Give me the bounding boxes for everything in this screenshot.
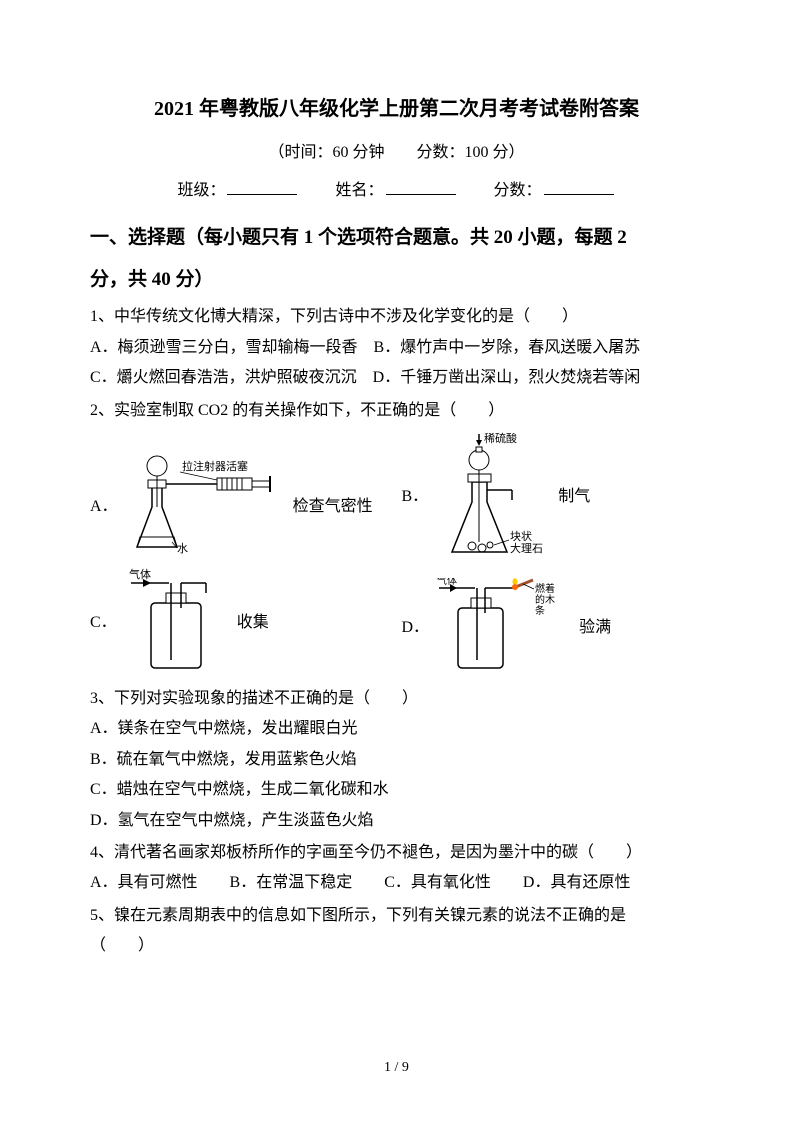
question-4: 4、清代著名画家郑板桥所作的字画至今仍不褪色，是因为墨汁中的碳（ ） A．具有可… [90,838,703,899]
q2-cell-a: A． [90,452,392,562]
q3-D: D．氢气在空气中燃烧，产生淡蓝色火焰 [90,806,703,836]
diagram-gas-bottle-test-icon: 气体 燃着 的木 条 [433,578,573,678]
label-syringe: 拉注射器活塞 [182,459,248,473]
q2-stem: 2、实验室制取 CO2 的有关操作如下，不正确的是（ ） [90,396,703,426]
q2-cell-c: C． 气体 收集 [90,568,392,678]
q1-stem: 1、中华传统文化博大精深，下列古诗中不涉及化学变化的是（ ） [90,302,703,332]
q3-B: B．硫在氧气中燃烧，发用蓝紫色火焰 [90,745,703,775]
q2-optD-text: 验满 [579,613,611,643]
page-title: 2021 年粤教版八年级化学上册第二次月考考试卷附答案 [90,90,703,128]
q2-cell-d: D． 气体 [402,578,704,678]
q2-optA-text: 检查气密性 [293,492,373,522]
field-name-blank[interactable] [386,178,456,195]
field-score-blank[interactable] [544,178,614,195]
label-stone2: 大理石 [510,541,543,555]
label-stick2: 的木 [535,593,555,606]
q3-stem: 3、下列对实验现象的描述不正确的是（ ） [90,684,703,714]
time-score: （时间：60 分钟 分数：100 分） [90,138,703,168]
exam-page: 2021 年粤教版八年级化学上册第二次月考考试卷附答案 （时间：60 分钟 分数… [0,0,793,1122]
field-class-blank[interactable] [227,178,297,195]
student-fields: 班级： 姓名： 分数： [90,176,703,206]
q2-optB-letter: B． [402,482,429,512]
field-class-label: 班级： [177,182,225,199]
q2-optC-text: 收集 [237,608,269,638]
q2-optC-letter: C． [90,608,117,638]
q2-row-ab: A． [90,432,703,562]
section-heading-line2: 分，共 40 分） [90,259,703,301]
label-water: 水 [177,542,188,555]
question-2: 2、实验室制取 CO2 的有关操作如下，不正确的是（ ） A． [90,396,703,678]
q2-optB-text: 制气 [558,482,590,512]
diagram-flask-acid-icon: 稀硫酸 块状 大理石 [432,432,552,562]
page-number: 1 / 9 [0,1055,793,1082]
q2-cell-b: B． 稀硫酸 [402,432,704,562]
label-acid: 稀硫酸 [484,432,517,445]
q3-A: A．镁条在空气中燃烧，发出耀眼白光 [90,714,703,744]
diagram-gas-bottle-collect-icon: 气体 [121,568,231,678]
label-stick3: 条 [535,604,545,617]
diagram-flask-syringe-icon: 拉注射器活塞 水 [122,452,287,562]
label-stone1: 块状 [510,529,532,543]
q2-optA-letter: A． [90,492,118,522]
label-gas-d: 气体 [437,578,457,587]
section-heading-line1: 一、选择题（每小题只有 1 个选项符合题意。共 20 小题，每题 2 [90,217,703,259]
q2-optD-letter: D． [402,613,430,643]
q1-row2: C．爝火燃回春浩浩，洪炉照破夜沉沉 D．千锤万凿出深山，烈火焚烧若等闲 [90,363,703,393]
q5-stem2: （ ） [90,931,703,961]
question-5: 5、镍在元素周期表中的信息如下图所示，下列有关镍元素的说法不正确的是 （ ） [90,901,703,962]
question-1: 1、中华传统文化博大精深，下列古诗中不涉及化学变化的是（ ） A．梅须逊雪三分白… [90,302,703,393]
question-3: 3、下列对实验现象的描述不正确的是（ ） A．镁条在空气中燃烧，发出耀眼白光 B… [90,684,703,836]
q5-stem: 5、镍在元素周期表中的信息如下图所示，下列有关镍元素的说法不正确的是 [90,901,703,931]
q1-row1: A．梅须逊雪三分白，雪却输梅一段香 B．爆竹声中一岁除，春风送暖入屠苏 [90,333,703,363]
q4-opts: A．具有可燃性 B．在常温下稳定 C．具有氧化性 D．具有还原性 [90,868,703,898]
q2-row-cd: C． 气体 收集 [90,568,703,678]
field-name-label: 姓名： [335,182,383,199]
label-gas-c: 气体 [129,568,151,581]
q4-stem: 4、清代著名画家郑板桥所作的字画至今仍不褪色，是因为墨汁中的碳（ ） [90,838,703,868]
field-score-label: 分数： [494,182,542,199]
q3-C: C．蜡烛在空气中燃烧，生成二氧化碳和水 [90,775,703,805]
label-stick1: 燃着 [535,582,555,595]
